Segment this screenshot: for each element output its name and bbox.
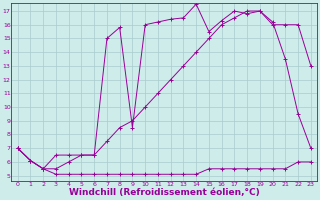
X-axis label: Windchill (Refroidissement éolien,°C): Windchill (Refroidissement éolien,°C) <box>69 188 260 197</box>
